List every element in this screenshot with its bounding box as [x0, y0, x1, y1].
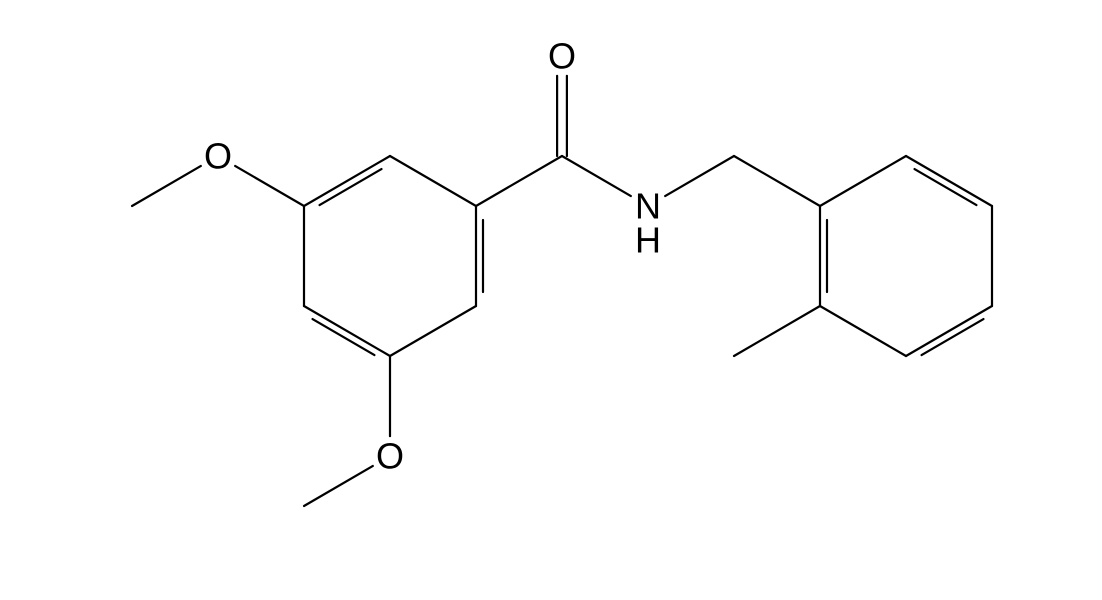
atoms-group: OOONH: [199, 36, 667, 477]
molecule-canvas: OOONH: [0, 0, 1102, 600]
bonds-group: [132, 76, 992, 506]
atom-label: O: [548, 36, 576, 77]
atom-h-label: H: [635, 220, 661, 261]
atom-label: O: [204, 136, 232, 177]
atom-label: O: [376, 436, 404, 477]
